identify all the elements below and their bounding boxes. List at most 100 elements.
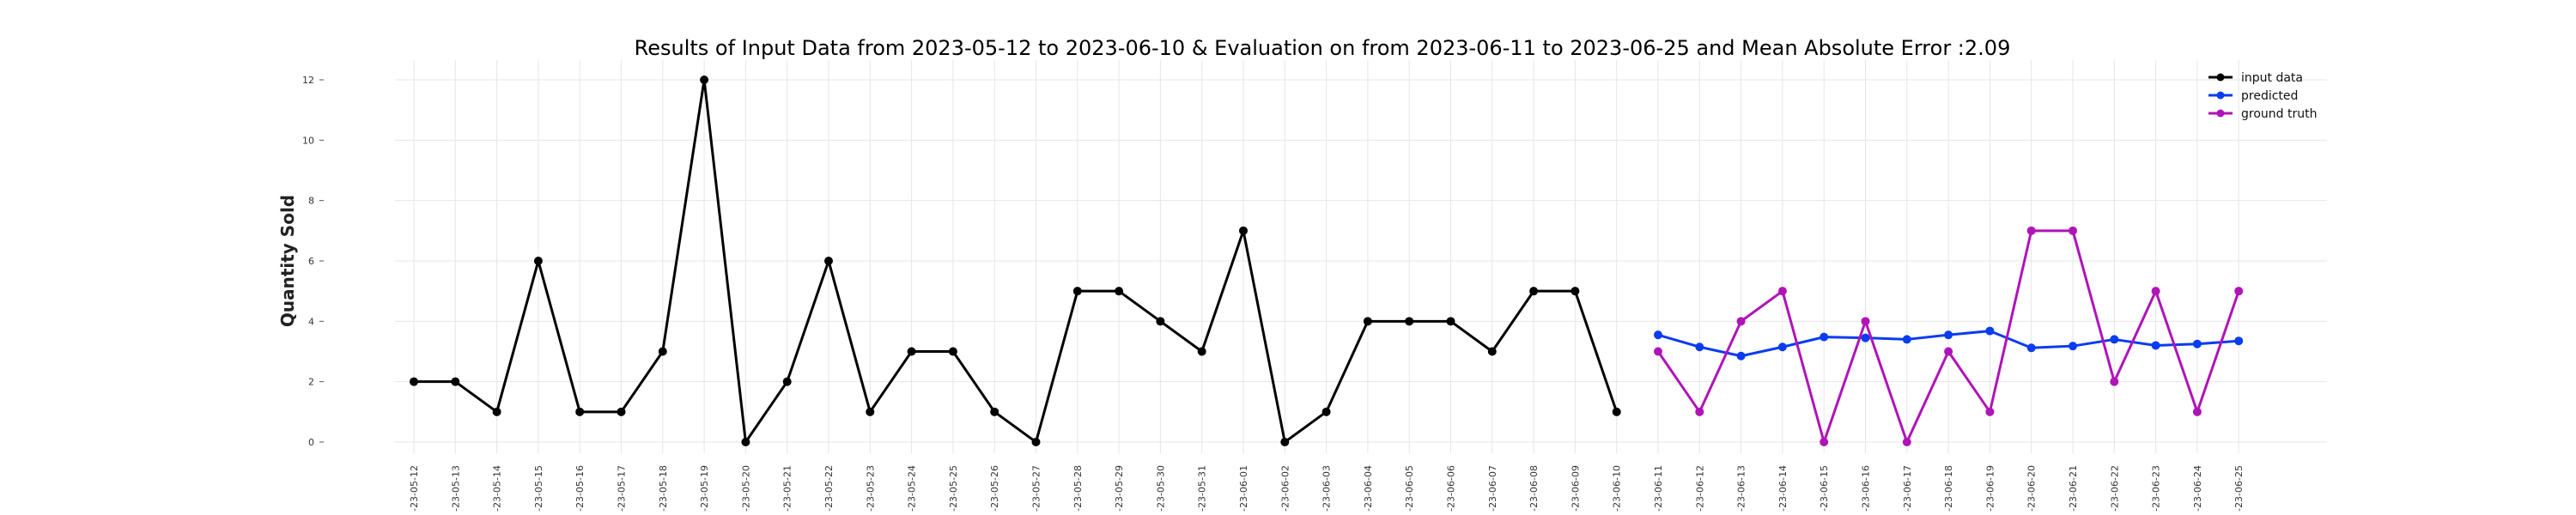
x-tick-label: -23-06-04 bbox=[1363, 465, 1374, 512]
data-point bbox=[2192, 339, 2202, 348]
x-tick-label: -23-06-09 bbox=[1570, 465, 1581, 512]
x-tick-label: -23-05-21 bbox=[782, 465, 793, 512]
data-point bbox=[2026, 226, 2036, 235]
y-tick-label: 6 bbox=[308, 256, 314, 267]
x-tick-label: -23-06-20 bbox=[2026, 465, 2038, 512]
legend-swatch-marker bbox=[2216, 91, 2225, 100]
data-point bbox=[1529, 287, 1539, 296]
data-point bbox=[1487, 347, 1497, 356]
data-point bbox=[1861, 333, 1870, 342]
x-tick-label: -23-05-28 bbox=[1072, 465, 1084, 512]
data-point bbox=[1612, 407, 1621, 416]
data-point bbox=[1321, 407, 1331, 416]
x-tick-label: -23-06-08 bbox=[1528, 465, 1540, 512]
x-tick-label: -23-05-13 bbox=[450, 465, 461, 512]
y-tick-label: 10 bbox=[302, 135, 314, 146]
data-point bbox=[492, 407, 501, 416]
data-point bbox=[575, 407, 585, 416]
data-point bbox=[1820, 332, 1829, 342]
data-point bbox=[824, 257, 833, 265]
data-point bbox=[1777, 287, 1787, 296]
x-tick-label: -23-05-19 bbox=[699, 465, 710, 512]
x-tick-label: -23-05-24 bbox=[907, 465, 918, 512]
data-point bbox=[782, 377, 792, 386]
data-point bbox=[1985, 407, 1995, 416]
data-point bbox=[1861, 317, 1870, 326]
x-tick-label: -23-06-17 bbox=[1902, 465, 1913, 512]
data-point bbox=[1695, 407, 1704, 416]
grid-lines bbox=[395, 60, 2327, 453]
x-axis-ticks: -23-05-12 -23-05-13 -23-05-14 -23-05-15 -23-… bbox=[409, 465, 2245, 512]
x-tick-label: -23-06-13 bbox=[1736, 465, 1747, 512]
y-tick-label: 2 bbox=[308, 377, 314, 388]
x-tick-label: -23-05-16 bbox=[574, 465, 586, 512]
data-point bbox=[2234, 336, 2244, 346]
x-tick-label: -23-06-24 bbox=[2192, 465, 2203, 512]
data-point bbox=[1405, 317, 1414, 326]
y-axis-ticks: 0 2 4 6 8 10 12 bbox=[302, 75, 324, 448]
data-point bbox=[990, 407, 999, 416]
y-tick-label: 12 bbox=[302, 75, 314, 86]
series-predicted bbox=[1654, 326, 2244, 360]
x-tick-label: -23-05-30 bbox=[1155, 465, 1166, 512]
data-point bbox=[1985, 326, 1995, 336]
data-point bbox=[1363, 317, 1372, 326]
data-point bbox=[1902, 335, 1911, 344]
data-point bbox=[866, 407, 875, 416]
x-tick-label: -23-05-17 bbox=[617, 465, 628, 512]
data-point bbox=[2192, 407, 2202, 416]
data-point bbox=[700, 76, 709, 84]
data-point bbox=[907, 347, 916, 356]
y-tick-label: 8 bbox=[308, 196, 314, 207]
data-point bbox=[2069, 342, 2077, 351]
data-point bbox=[533, 257, 543, 265]
data-point bbox=[1239, 226, 1248, 235]
data-point bbox=[1446, 317, 1455, 326]
x-tick-label: -23-06-10 bbox=[1612, 465, 1623, 512]
y-axis-label: Quantity Sold bbox=[277, 195, 298, 327]
x-tick-label: -23-06-11 bbox=[1653, 465, 1664, 512]
data-point bbox=[1031, 438, 1041, 446]
x-tick-label: -23-06-21 bbox=[2068, 465, 2079, 512]
data-point bbox=[1944, 347, 1953, 356]
data-point bbox=[1654, 330, 1662, 340]
data-point bbox=[617, 407, 626, 416]
legend-item: input data bbox=[2208, 71, 2303, 85]
x-tick-label: -23-05-31 bbox=[1197, 465, 1208, 512]
legend-item: predicted bbox=[2208, 89, 2298, 103]
x-tick-label: -23-05-25 bbox=[948, 465, 959, 512]
series-ground-truth bbox=[1654, 226, 2244, 446]
x-tick-label: -23-06-02 bbox=[1279, 465, 1291, 512]
x-tick-label: -23-06-12 bbox=[1694, 465, 1705, 512]
data-point bbox=[1736, 317, 1746, 326]
x-tick-label: -23-06-23 bbox=[2151, 465, 2162, 512]
data-point bbox=[1902, 438, 1911, 446]
x-tick-label: -23-06-06 bbox=[1446, 465, 1457, 512]
x-tick-label: -23-05-15 bbox=[533, 465, 544, 512]
x-tick-label: -23-05-14 bbox=[492, 465, 503, 512]
data-point bbox=[1695, 342, 1704, 352]
data-point bbox=[1944, 330, 1953, 340]
chart-title: Results of Input Data from 2023-05-12 to… bbox=[635, 36, 2011, 60]
x-tick-label: -23-06-03 bbox=[1321, 465, 1333, 512]
legend-swatch-marker bbox=[2216, 109, 2225, 118]
data-point bbox=[2110, 335, 2119, 344]
data-point bbox=[2151, 341, 2160, 350]
data-point bbox=[1115, 287, 1124, 296]
x-tick-label: -23-06-19 bbox=[1984, 465, 1996, 512]
x-tick-label: -23-05-27 bbox=[1031, 465, 1042, 512]
data-point bbox=[2026, 343, 2036, 353]
data-point bbox=[1654, 347, 1662, 356]
series-input-data bbox=[410, 76, 1621, 446]
data-point bbox=[658, 347, 667, 356]
data-point bbox=[2234, 287, 2244, 296]
x-tick-label: -23-05-26 bbox=[989, 465, 1000, 512]
series-line bbox=[414, 78, 1619, 444]
data-point bbox=[1197, 347, 1206, 356]
x-tick-label: -23-06-15 bbox=[1819, 465, 1830, 512]
data-point bbox=[1777, 342, 1787, 352]
x-tick-label: -23-05-12 bbox=[409, 465, 420, 512]
x-tick-label: -23-06-05 bbox=[1404, 465, 1415, 512]
data-point bbox=[1156, 317, 1165, 326]
